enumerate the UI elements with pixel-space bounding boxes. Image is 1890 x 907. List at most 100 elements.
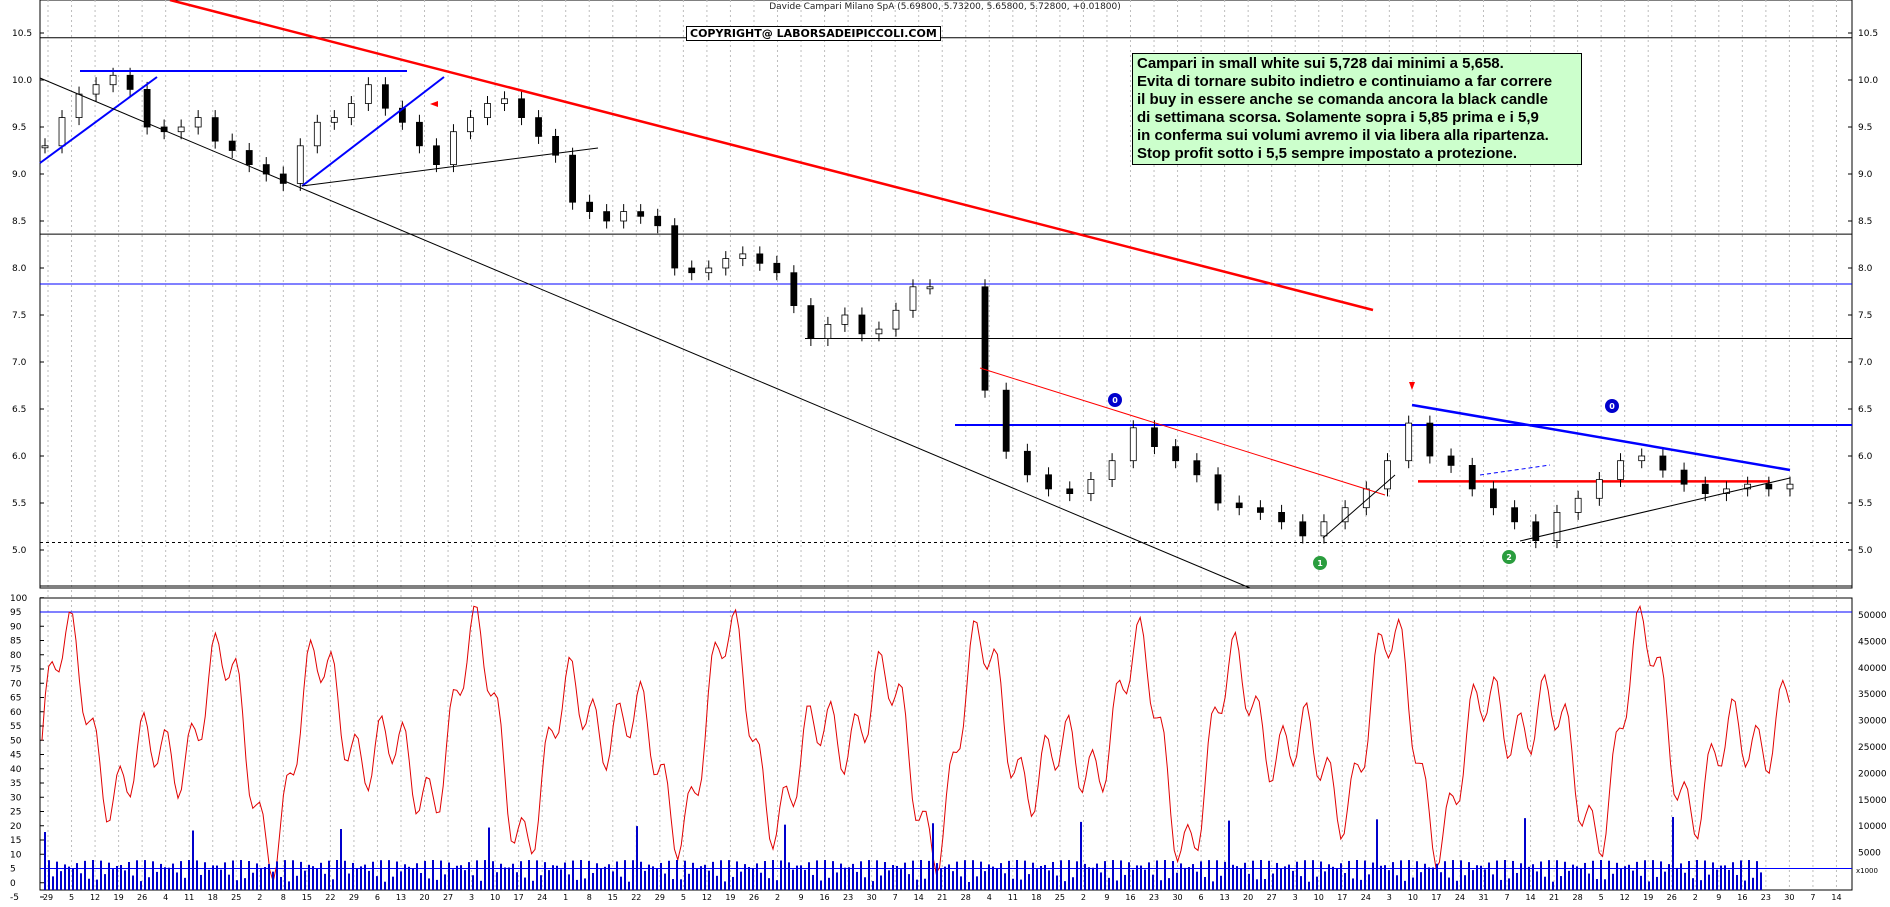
- volume-bar: [412, 868, 414, 890]
- volume-bar: [84, 860, 86, 890]
- volume-bar: [316, 868, 318, 890]
- volume-bar: [860, 861, 862, 890]
- candle-body: [688, 267, 696, 274]
- volume-bar: [468, 862, 470, 890]
- volume-bar: [736, 861, 738, 890]
- candle-body: [603, 211, 611, 222]
- candle-body: [773, 262, 781, 274]
- volume-bar: [1752, 877, 1754, 890]
- candle-body: [824, 323, 832, 339]
- candle-body: [637, 211, 645, 217]
- volume-bar: [1340, 863, 1342, 890]
- price-tick-label-right: 8.5: [1858, 217, 1872, 227]
- volume-bar: [108, 862, 110, 890]
- volume-bar: [232, 860, 234, 890]
- candle-body: [245, 150, 253, 166]
- volume-bar: [716, 875, 718, 890]
- oscillator-tick-label: 90: [10, 622, 22, 632]
- candle-body: [1511, 507, 1519, 523]
- candle-body: [262, 164, 270, 175]
- volume-bar: [1444, 861, 1446, 890]
- volume-bar: [1060, 860, 1062, 890]
- volume-bar: [284, 860, 286, 890]
- volume-bar: [1644, 860, 1646, 890]
- volume-bar: [1160, 880, 1162, 890]
- volume-bar: [1396, 875, 1398, 890]
- volume-bar: [1680, 863, 1682, 890]
- volume-bar: [1708, 874, 1710, 890]
- date-tick-label: 30: [1784, 893, 1794, 902]
- volume-bar: [1628, 864, 1630, 890]
- volume-bar: [1232, 864, 1234, 890]
- volume-bar: [1244, 862, 1246, 890]
- volume-bar: [1276, 862, 1278, 890]
- candle-body: [1129, 427, 1137, 462]
- volume-bar: [828, 877, 830, 890]
- candle-body: [1723, 488, 1730, 494]
- volume-bar: [1612, 873, 1614, 890]
- volume-bar: [1636, 861, 1638, 890]
- volume-bar: [1572, 864, 1574, 890]
- volume-bar: [488, 827, 490, 890]
- volume-bar: [48, 860, 50, 890]
- candle-body: [330, 117, 338, 123]
- volume-bar: [444, 874, 446, 890]
- volume-bar: [400, 871, 402, 890]
- volume-bar: [1316, 876, 1318, 890]
- volume-bar: [1288, 864, 1290, 890]
- volume-bar: [924, 878, 926, 890]
- volume-bar: [320, 862, 322, 890]
- volume-bar: [576, 879, 578, 890]
- volume-bar: [1604, 879, 1606, 890]
- volume-bar: [1648, 881, 1650, 890]
- volume-bar: [384, 881, 386, 890]
- volume-bar: [72, 868, 74, 890]
- volume-bar: [1500, 879, 1502, 890]
- volume-bar: [1032, 862, 1034, 890]
- candle-body: [433, 145, 440, 166]
- wave-marker: [1108, 393, 1122, 407]
- volume-bar: [1640, 875, 1642, 890]
- candle-body: [1426, 422, 1434, 457]
- volume-bar: [1440, 872, 1442, 890]
- oscillator-tick-label: 55: [10, 722, 21, 732]
- volume-bar: [364, 864, 366, 890]
- volume-bar: [1036, 869, 1038, 890]
- date-tick-label: 10: [1408, 893, 1418, 902]
- candle-body: [1002, 389, 1010, 452]
- volume-bar: [1124, 874, 1126, 890]
- volume-bar: [620, 876, 622, 890]
- volume-bar: [792, 869, 794, 890]
- volume-bar: [88, 878, 90, 890]
- date-tick-label: 3: [1387, 893, 1392, 902]
- candle-body: [1023, 450, 1031, 476]
- volume-bar: [1676, 867, 1678, 890]
- volume-bar: [1508, 878, 1510, 890]
- volume-bar: [272, 871, 274, 890]
- volume-bar: [848, 867, 850, 890]
- price-tick-label-right: 5.5: [1858, 499, 1872, 509]
- date-tick-label: 15: [302, 893, 312, 902]
- volume-bar: [752, 867, 754, 890]
- oscillator-tick-label: 35: [10, 779, 21, 789]
- volume-bar: [220, 869, 222, 890]
- volume-bar: [672, 879, 674, 890]
- price-tick-label-left: 6.5: [12, 405, 26, 415]
- volume-bar: [1228, 820, 1230, 890]
- volume-bar: [60, 871, 62, 890]
- volume-bar: [1484, 869, 1486, 890]
- volume-bar: [612, 871, 614, 890]
- volume-bar: [208, 869, 210, 890]
- volume-bar: [1516, 872, 1518, 890]
- volume-bar: [460, 865, 462, 890]
- analysis-note-line: il buy in essere anche se comanda ancora…: [1137, 91, 1549, 108]
- candle-body: [739, 253, 747, 259]
- black-trendline: [301, 147, 599, 187]
- volume-bar: [664, 873, 666, 890]
- date-tick-label: 19: [725, 893, 735, 902]
- volume-bar: [408, 866, 410, 890]
- volume-bar: [1152, 874, 1154, 890]
- volume-bar: [216, 865, 218, 890]
- volume-bar: [1560, 876, 1562, 890]
- volume-bar: [932, 823, 934, 890]
